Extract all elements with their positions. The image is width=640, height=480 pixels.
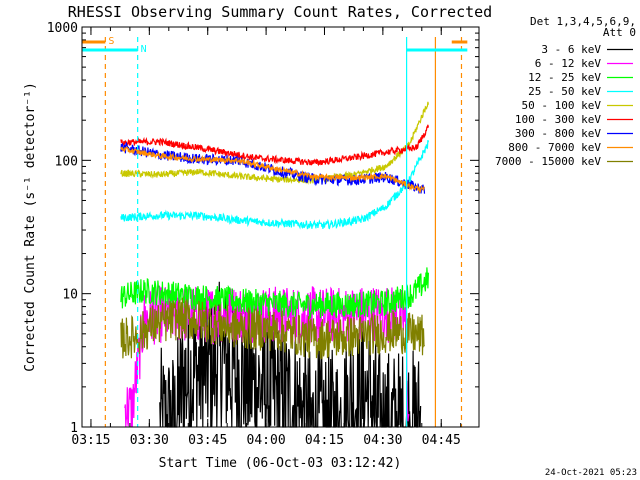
legend-label-7: 800 - 7000 keV <box>508 141 601 154</box>
x-tick-label-1: 03:30 <box>130 433 169 448</box>
legend-label-0: 3 - 6 keV <box>541 43 601 56</box>
x-tick-label-0: 03:15 <box>71 433 110 448</box>
legend-label-2: 12 - 25 keV <box>528 71 601 84</box>
legend-label-8: 7000 - 15000 keV <box>495 155 601 168</box>
y-tick-label-0: 1 <box>70 421 78 436</box>
x-tick-label-6: 04:45 <box>422 433 461 448</box>
series-layer <box>120 101 429 428</box>
plot-frame <box>81 26 480 428</box>
legend-label-3: 25 - 50 keV <box>528 85 601 98</box>
legend-label-4: 50 - 100 keV <box>522 99 602 112</box>
flag-label-1: N <box>141 44 147 55</box>
x-tick-label-3: 04:00 <box>247 433 286 448</box>
x-tick-label-5: 04:30 <box>363 433 402 448</box>
flag-layer: SN <box>82 36 468 55</box>
flag-label-0: S <box>108 36 114 47</box>
y-axis: 1 10 100 1000 <box>47 21 479 436</box>
series-line-3 <box>120 140 429 230</box>
series-line-8 <box>120 297 426 360</box>
y-tick-label-1: 10 <box>62 288 78 303</box>
x-tick-label-2: 03:45 <box>188 433 227 448</box>
timestamp: 24-Oct-2021 05:23 <box>545 468 637 478</box>
y-axis-label: Corrected Count Rate (s⁻¹ detector⁻¹) <box>23 82 38 372</box>
legend-label-5: 100 - 300 keV <box>515 113 601 126</box>
legend-label-6: 300 - 800 keV <box>515 127 601 140</box>
x-tick-label-4: 04:15 <box>305 433 344 448</box>
series-line-4 <box>120 101 429 185</box>
marker-layer <box>104 37 463 427</box>
x-axis: 03:15 03:30 03:45 04:00 04:15 04:30 04:45 <box>71 27 462 448</box>
legend-header: Det 1,3,4,5,6,9,Att 0 <box>530 15 636 39</box>
chart-title: RHESSI Observing Summary Count Rates, Co… <box>68 3 492 21</box>
series-line-5 <box>120 124 429 167</box>
series-line-7 <box>120 146 425 194</box>
y-tick-label-2: 100 <box>55 154 78 169</box>
legend-header-line-1: Att 0 <box>603 26 636 39</box>
x-axis-label: Start Time (06-Oct-03 03:12:42) <box>159 456 402 471</box>
y-tick-label-3: 1000 <box>47 21 78 36</box>
legend-header-line-0: Det 1,3,4,5,6,9, <box>530 15 636 28</box>
legend-label-1: 6 - 12 keV <box>535 57 602 70</box>
series-line-2 <box>120 267 429 320</box>
